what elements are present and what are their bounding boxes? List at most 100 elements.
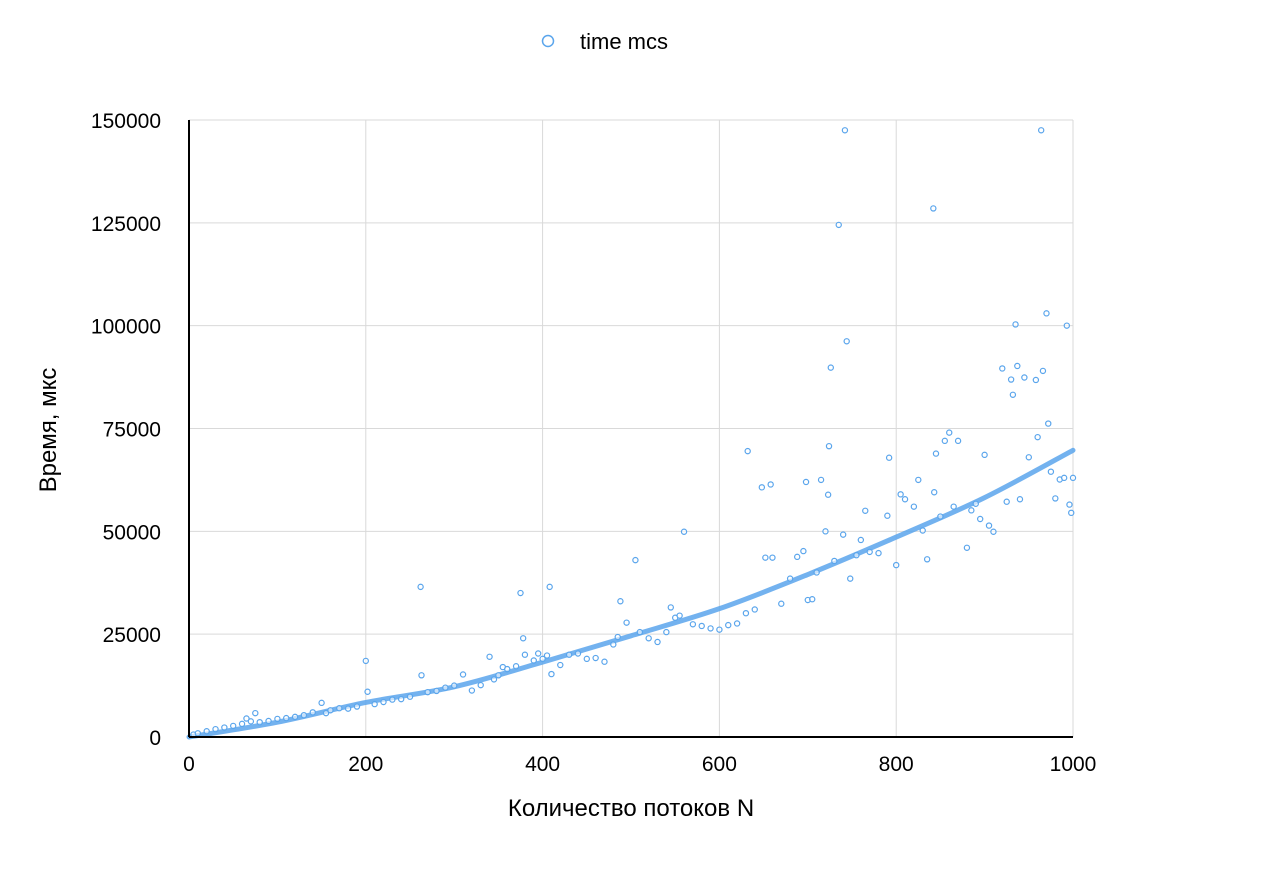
- data-point: [442, 684, 449, 691]
- grid-lines: [189, 119, 1074, 737]
- data-point: [758, 484, 766, 491]
- data-point: [866, 548, 873, 556]
- data-point: [583, 655, 591, 663]
- data-point: [1003, 498, 1010, 505]
- data-point: [601, 658, 608, 665]
- x-tick-labels: 0 200 400 600 800 1000: [183, 753, 1096, 776]
- data-point: [495, 672, 502, 679]
- data-point: [1069, 474, 1077, 482]
- trendline-layer: [186, 447, 1076, 740]
- data-point: [1016, 496, 1024, 503]
- data-point: [490, 676, 498, 683]
- data-point: [862, 507, 869, 514]
- data-point: [778, 600, 785, 607]
- data-point: [923, 556, 931, 563]
- data-point: [353, 703, 361, 710]
- data-point: [689, 621, 697, 628]
- data-point: [543, 652, 551, 659]
- data-point: [546, 583, 553, 591]
- data-point: [451, 682, 458, 689]
- data-point: [950, 503, 957, 510]
- data-point: [654, 638, 661, 646]
- data-point: [389, 696, 396, 703]
- data-point: [327, 707, 334, 714]
- data-point: [824, 491, 832, 498]
- x-tick-label: 200: [348, 753, 383, 776]
- data-point: [486, 653, 493, 660]
- x-tick-label: 600: [702, 753, 737, 776]
- data-point: [283, 714, 290, 722]
- data-point: [910, 503, 918, 510]
- data-point: [931, 489, 938, 496]
- data-point: [976, 515, 984, 523]
- data-point: [981, 451, 988, 459]
- data-point: [459, 671, 467, 678]
- data-point: [946, 429, 953, 436]
- data-point: [418, 672, 425, 679]
- data-point: [999, 365, 1006, 372]
- data-point: [667, 604, 674, 611]
- data-point: [827, 364, 834, 371]
- x-tick-label: 0: [183, 753, 195, 776]
- data-point: [519, 635, 527, 642]
- data-point: [707, 625, 714, 632]
- data-point: [742, 609, 750, 617]
- y-tick-labels: 0 25000 50000 75000 100000 125000 150000: [91, 110, 161, 750]
- data-point: [274, 715, 281, 723]
- data-point: [309, 709, 316, 716]
- data-point: [915, 476, 922, 484]
- data-point: [839, 531, 847, 538]
- data-points: [190, 127, 1077, 738]
- data-point: [1045, 420, 1052, 427]
- data-point: [963, 544, 971, 551]
- data-point: [716, 626, 723, 633]
- data-point: [800, 547, 807, 555]
- data-point: [835, 221, 842, 229]
- data-point: [847, 575, 854, 582]
- data-point: [1063, 322, 1071, 329]
- data-point: [841, 127, 849, 134]
- data-point: [762, 554, 769, 561]
- data-point: [336, 705, 343, 712]
- data-point: [632, 556, 639, 564]
- data-point: [767, 481, 774, 488]
- data-point: [534, 650, 542, 657]
- data-point: [1032, 376, 1040, 384]
- data-point: [857, 536, 865, 544]
- y-axis-title: Время, мкс: [35, 368, 62, 493]
- data-point: [512, 663, 520, 670]
- data-point: [1068, 509, 1075, 517]
- data-point: [521, 651, 529, 658]
- data-point: [548, 670, 555, 678]
- data-point: [1025, 454, 1033, 461]
- data-point: [897, 491, 904, 498]
- trendline: [186, 447, 1076, 740]
- data-point: [1037, 127, 1045, 134]
- data-point: [1034, 433, 1041, 441]
- data-point: [843, 338, 850, 345]
- data-point: [1039, 367, 1047, 375]
- data-point: [344, 705, 352, 712]
- data-point: [853, 551, 860, 559]
- data-point: [300, 711, 308, 719]
- data-point: [769, 554, 776, 561]
- data-point: [1052, 495, 1059, 502]
- data-point: [517, 589, 524, 597]
- data-point: [557, 661, 564, 669]
- data-point: [954, 437, 962, 445]
- data-point: [574, 650, 582, 657]
- x-tick-label: 800: [879, 753, 914, 776]
- data-point: [676, 612, 683, 619]
- data-point: [930, 205, 937, 212]
- data-point: [822, 528, 829, 535]
- data-point: [238, 720, 246, 728]
- data-point: [265, 717, 272, 725]
- data-point: [362, 657, 369, 665]
- data-point: [698, 622, 705, 630]
- data-point: [539, 655, 546, 663]
- legend-label: time mcs: [580, 29, 668, 54]
- x-axis-title: Количество потоков N: [508, 795, 754, 822]
- data-point: [364, 688, 371, 695]
- data-point: [424, 688, 431, 696]
